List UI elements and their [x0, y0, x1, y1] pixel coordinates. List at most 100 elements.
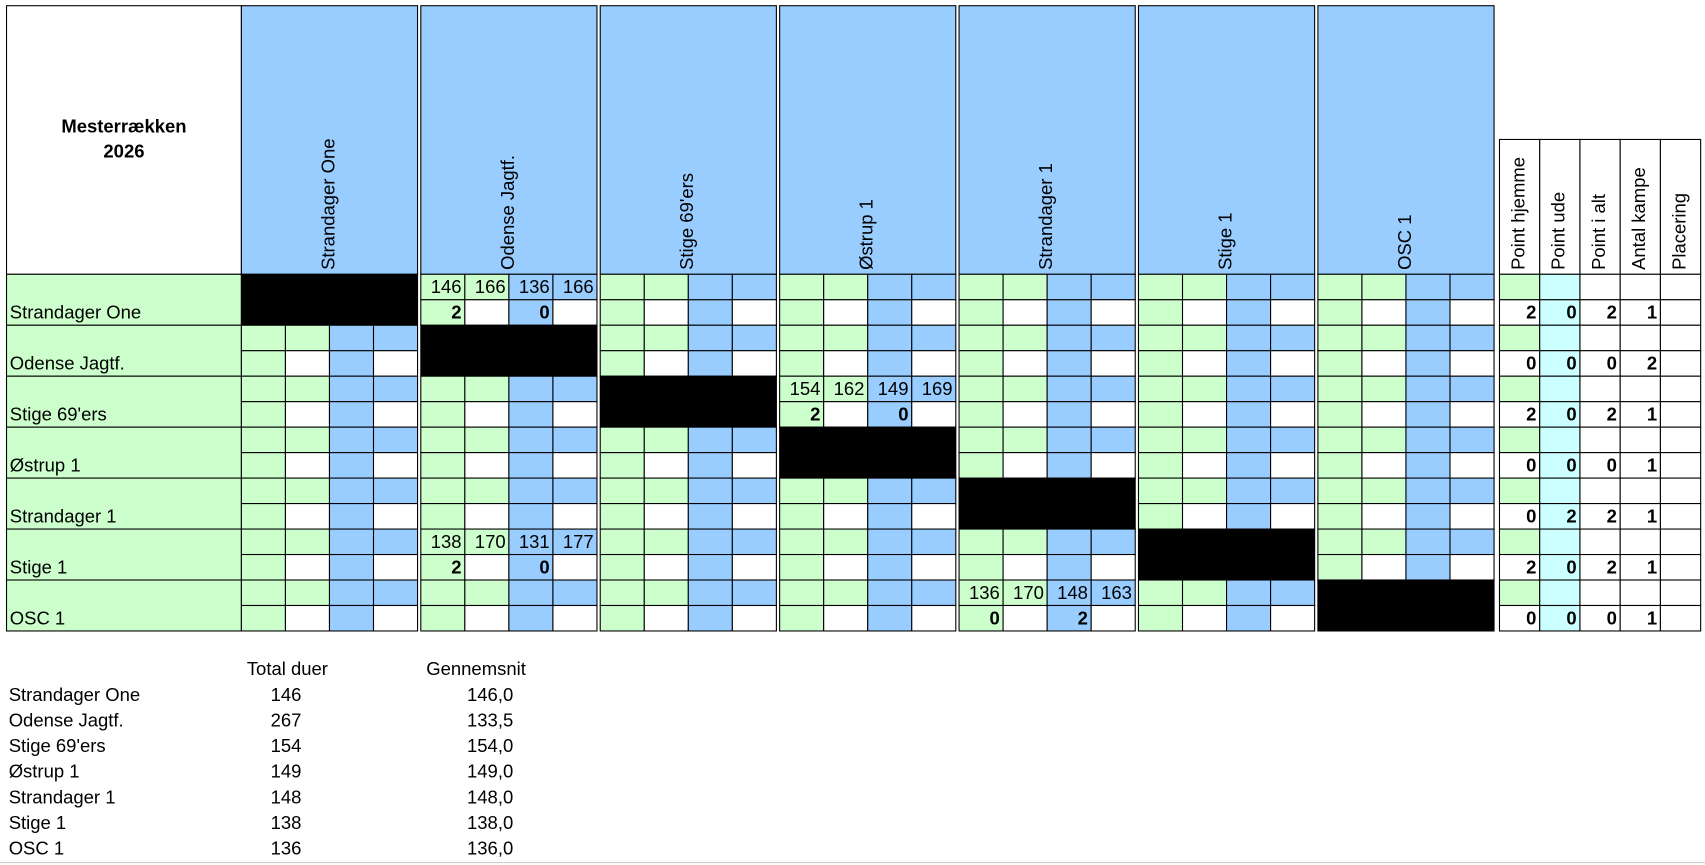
- point-cell: [1361, 452, 1407, 479]
- summary-total: 149: [271, 761, 302, 782]
- team-name: Strandager 1: [10, 505, 117, 526]
- score-cell: [552, 375, 598, 403]
- stat-value: 0: [1526, 353, 1536, 374]
- score-cell: [911, 375, 957, 403]
- score-cell: [599, 273, 645, 301]
- team-header-label: Strandager 1: [1035, 163, 1056, 270]
- score-cell: [1405, 324, 1451, 352]
- point-cell: [508, 503, 554, 530]
- team-name-cell: [5, 324, 242, 377]
- point-cell: [911, 299, 957, 326]
- stat-cell: [1539, 503, 1581, 530]
- score-cell: [731, 477, 777, 505]
- stat-value: 2: [1566, 505, 1576, 526]
- score-cell: [464, 528, 510, 556]
- points: 0: [898, 404, 908, 425]
- score-cell: [1270, 273, 1316, 301]
- point-cell: [599, 503, 645, 530]
- score-cell: [1361, 477, 1407, 505]
- score-cell: [420, 426, 466, 454]
- stat-cell: [1659, 604, 1702, 632]
- team-header-label: Østrup 1: [856, 199, 877, 270]
- stat-cell: [1619, 503, 1661, 530]
- point-cell: [552, 401, 598, 428]
- stat-cell: [1539, 579, 1581, 607]
- stat-cell: [1579, 528, 1621, 556]
- score-cell: [1181, 426, 1228, 454]
- point-cell: [420, 553, 466, 581]
- point-cell: [464, 401, 510, 428]
- point-cell: [599, 350, 645, 377]
- score-cell: [731, 579, 777, 607]
- stat-value: 0: [1607, 455, 1617, 476]
- summary-total: 148: [271, 786, 302, 807]
- stat-cell: [1539, 299, 1581, 326]
- score-cell: [643, 324, 689, 352]
- stat-cell: [1619, 553, 1661, 581]
- point-cell: [284, 604, 331, 632]
- point-cell: [911, 503, 957, 530]
- score: 136: [519, 276, 550, 297]
- stat-value: 1: [1647, 302, 1657, 323]
- point-cell: [779, 503, 825, 530]
- stat-cell: [1619, 604, 1661, 632]
- score-cell: [958, 426, 1004, 454]
- diagonal-block: [1137, 528, 1316, 581]
- point-cell: [867, 299, 913, 326]
- summary-header: Total duer: [247, 658, 328, 679]
- stat-cell: [1498, 579, 1541, 607]
- score-cell: [1046, 375, 1092, 403]
- score-cell: [464, 426, 510, 454]
- score-cell: [687, 324, 733, 352]
- score-cell: [1449, 273, 1495, 301]
- score-cell: [1046, 579, 1092, 607]
- stat-value: 0: [1566, 607, 1576, 628]
- score-cell: [911, 324, 957, 352]
- score-cell: [1317, 375, 1363, 403]
- point-cell: [1046, 299, 1092, 326]
- point-cell: [1181, 503, 1228, 530]
- point-cell: [1317, 350, 1363, 377]
- point-cell: [823, 604, 869, 632]
- point-cell: [284, 503, 331, 530]
- stat-cell: [1498, 375, 1541, 403]
- stat-cell: [1659, 299, 1702, 326]
- point-cell: [1046, 553, 1092, 581]
- stat-value: 2: [1607, 404, 1617, 425]
- stat-cell: [1659, 528, 1702, 556]
- score-cell: [599, 477, 645, 505]
- stat-cell: [1619, 273, 1661, 301]
- point-cell: [1137, 299, 1184, 326]
- stat-value: 1: [1647, 455, 1657, 476]
- stat-value: 1: [1647, 607, 1657, 628]
- point-cell: [328, 401, 375, 428]
- score-cell: [1137, 273, 1184, 301]
- score-cell: [508, 579, 554, 607]
- diagonal-block: [420, 324, 598, 377]
- score-cell: [1270, 477, 1316, 505]
- score-cell: [643, 477, 689, 505]
- score-cell: [823, 324, 869, 352]
- score-cell: [1090, 375, 1136, 403]
- score-cell: [284, 477, 331, 505]
- stat-value: 2: [1607, 556, 1617, 577]
- score-cell: [1270, 426, 1316, 454]
- point-cell: [1181, 350, 1228, 377]
- point-cell: [643, 604, 689, 632]
- score: 149: [878, 378, 909, 399]
- score-cell: [867, 477, 913, 505]
- point-cell: [1090, 401, 1136, 428]
- score-cell: [1002, 426, 1048, 454]
- team-name-cell: [5, 579, 242, 632]
- point-cell: [552, 553, 598, 581]
- score-cell: [372, 579, 419, 607]
- score-cell: [1317, 324, 1363, 352]
- point-cell: [823, 401, 869, 428]
- score-cell: [420, 375, 466, 403]
- summary-name: Østrup 1: [9, 761, 80, 782]
- point-cell: [328, 553, 375, 581]
- score-cell: [823, 477, 869, 505]
- score-cell: [1361, 426, 1407, 454]
- summary-average: 136,0: [467, 837, 513, 858]
